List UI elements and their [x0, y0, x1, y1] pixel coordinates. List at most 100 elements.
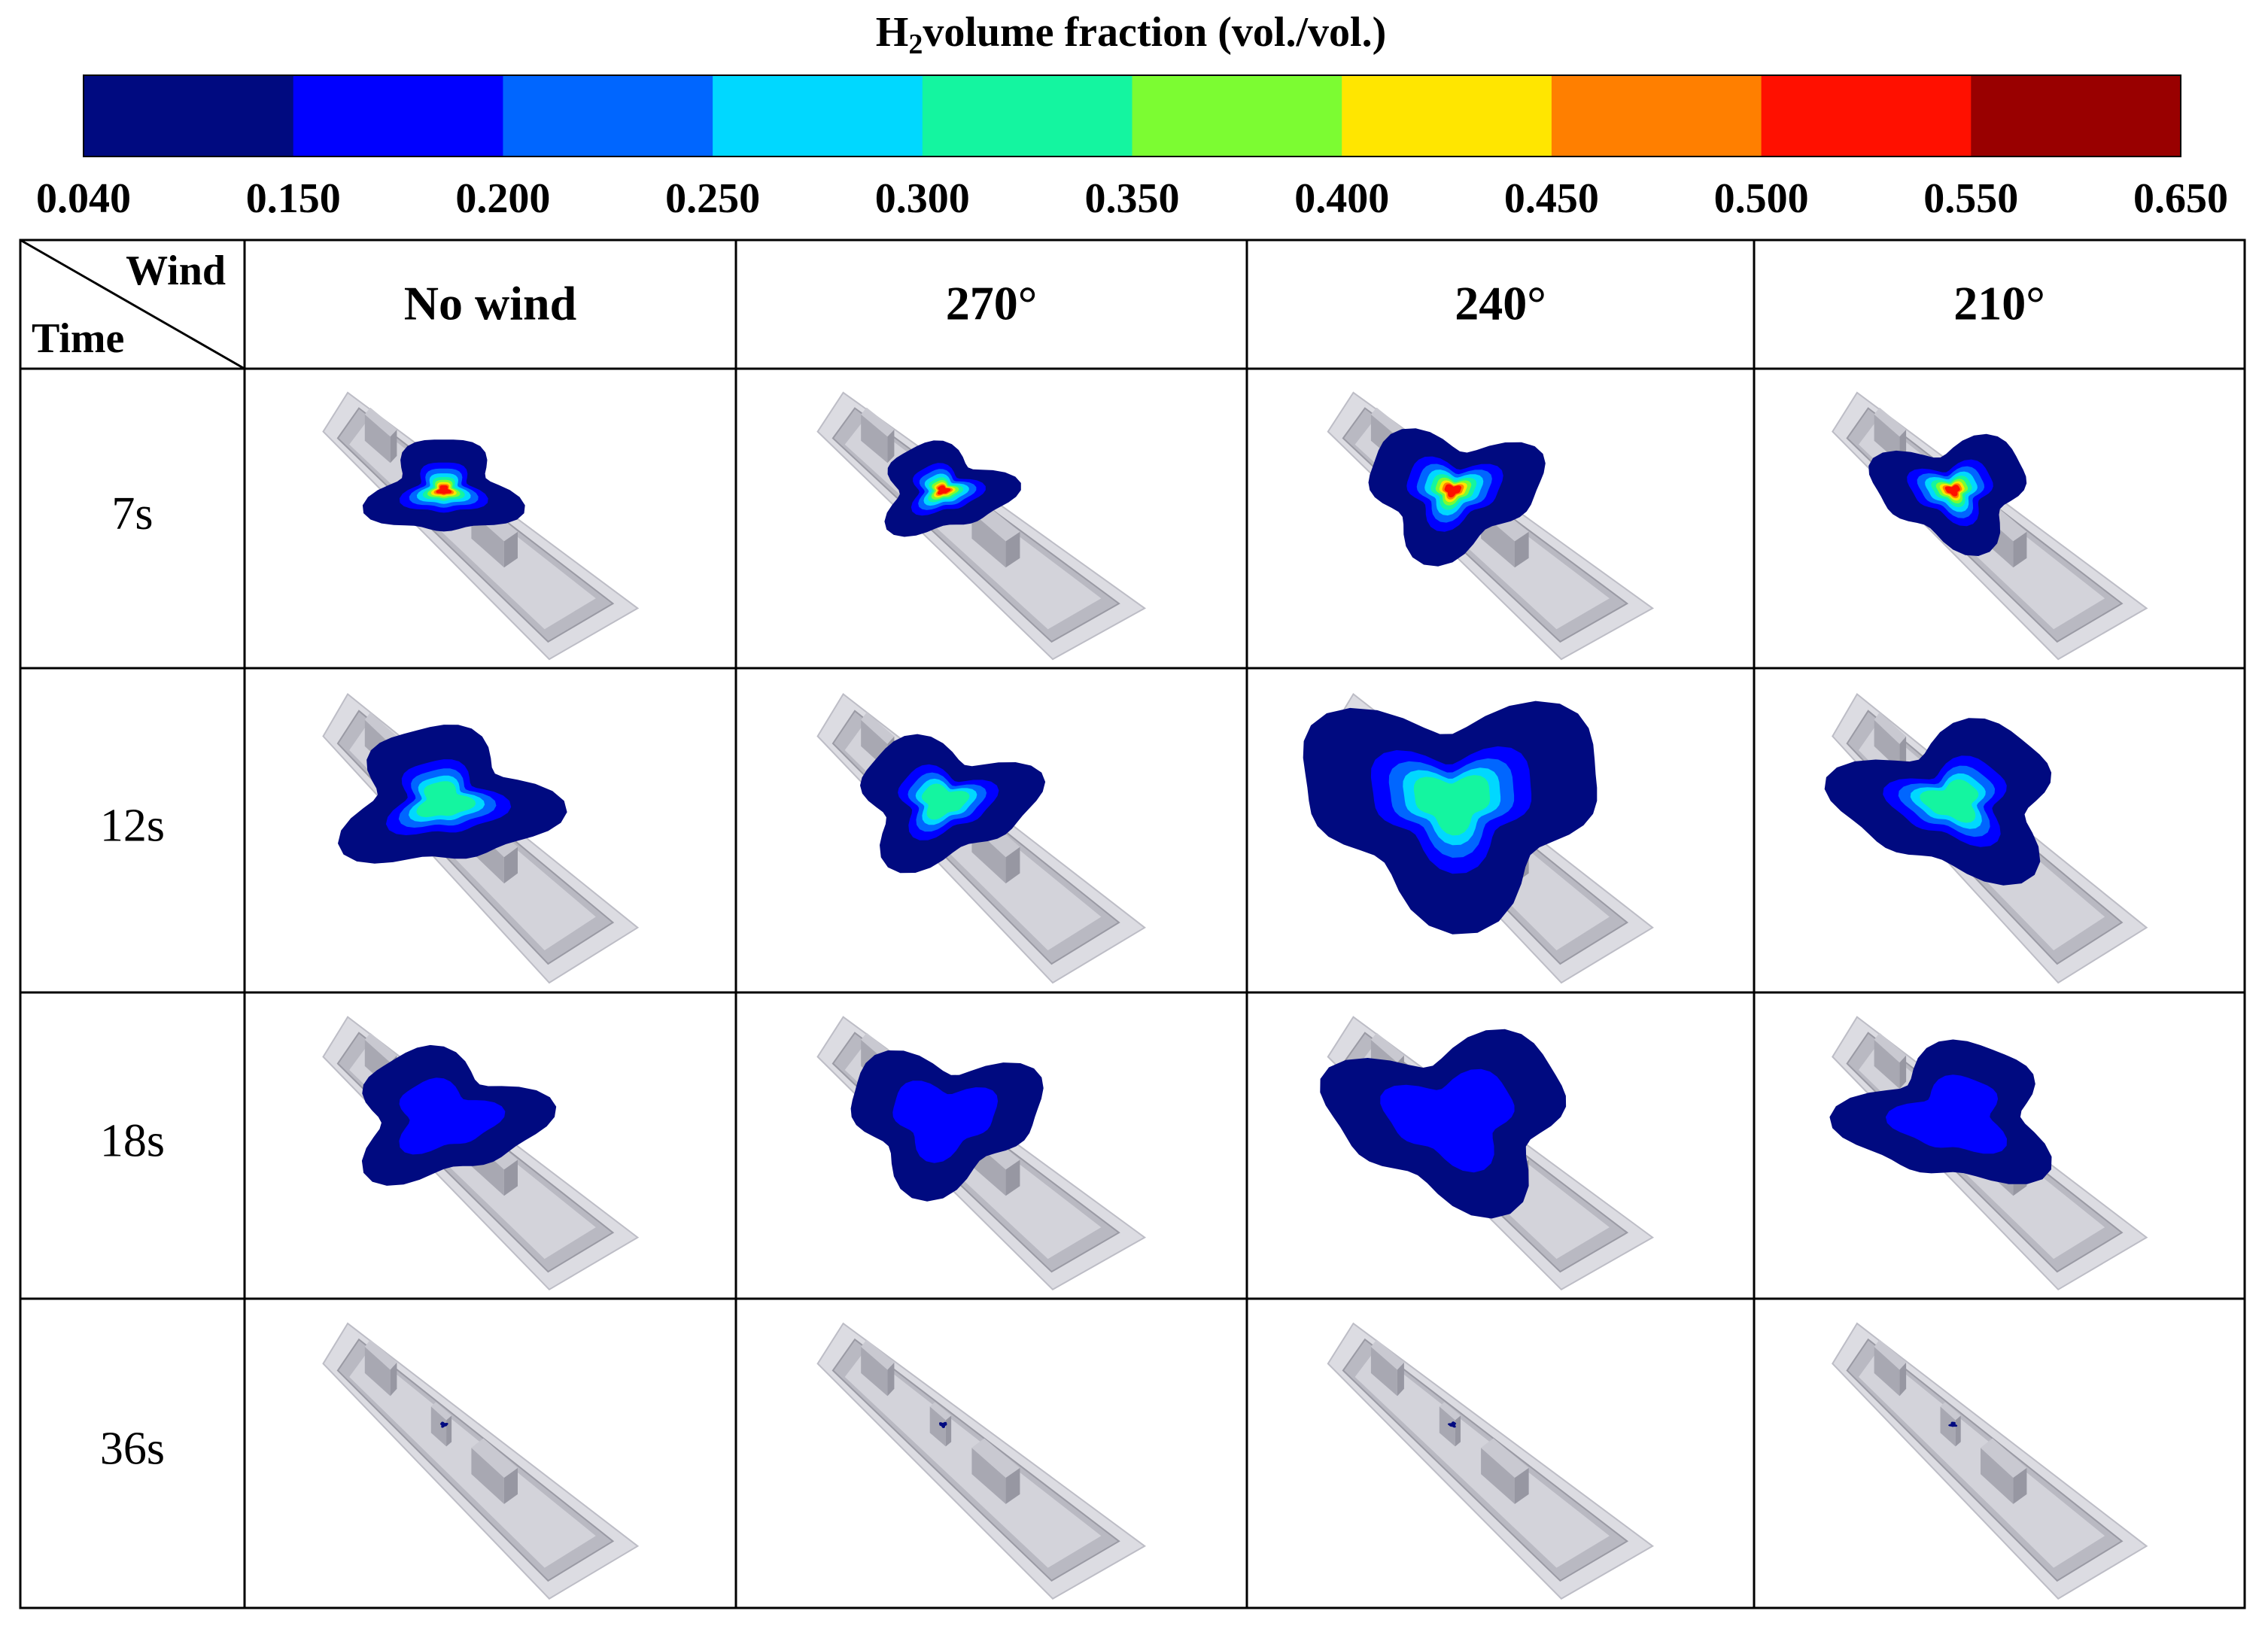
building-side — [503, 846, 518, 884]
building-side — [887, 1362, 895, 1397]
plume-contour — [399, 1077, 506, 1155]
building-top — [1874, 407, 1907, 437]
building-side — [1981, 1448, 2014, 1504]
building-top — [929, 1402, 952, 1421]
building-top — [364, 1032, 397, 1063]
row-header: 36s — [100, 1424, 165, 1475]
colorbar-bin — [1761, 75, 1972, 157]
cell-image — [1320, 1016, 1655, 1291]
colorbar-tick-label: 0.300 — [875, 175, 970, 222]
building-side — [1899, 1055, 1907, 1090]
building-side — [971, 512, 1006, 568]
building-side — [503, 1159, 518, 1196]
colorbar-bin — [1971, 75, 2181, 157]
column-header: 240° — [1455, 277, 1546, 330]
building-side — [364, 1346, 391, 1397]
cell-image — [1303, 693, 1654, 984]
cell-image — [1832, 391, 2148, 661]
building-side — [945, 1415, 952, 1447]
building-top — [364, 712, 397, 744]
plume-contour — [439, 1421, 448, 1428]
column-header: No wind — [404, 277, 576, 330]
building-top — [1370, 1339, 1404, 1370]
building-top — [364, 407, 397, 437]
building-side — [1899, 1362, 1907, 1397]
plume-contour — [436, 485, 452, 494]
cell-image — [816, 1016, 1147, 1291]
table-border — [19, 239, 2246, 1609]
title-rest: volume fraction (vol./vol.) — [923, 9, 1386, 56]
building-top — [1940, 1402, 1961, 1421]
colorbar: 0.040 0.150 0.200 0.250 0.300 0.350 0.400 0.450… — [36, 74, 2228, 222]
cell-image — [1327, 1322, 1655, 1600]
building-side — [1515, 1467, 1529, 1504]
plume-contour — [1920, 779, 1979, 823]
building-side — [1397, 1362, 1404, 1397]
building-top — [1981, 1438, 2027, 1478]
building-side — [1515, 531, 1529, 568]
cell-image — [322, 1322, 640, 1600]
building-side — [503, 531, 518, 568]
plume-contour — [921, 783, 970, 820]
building-side — [1005, 531, 1020, 568]
colorbar-bin — [293, 75, 503, 157]
cell-image — [322, 391, 640, 661]
building-side — [1874, 414, 1900, 463]
cell-image — [816, 693, 1146, 984]
corner-wind: Wind — [126, 248, 226, 294]
colorbar-bin — [84, 75, 294, 157]
colorbar-tick-label: 0.200 — [455, 175, 550, 222]
building-side — [1005, 846, 1020, 884]
building-top — [471, 1438, 518, 1478]
building-side — [1955, 1415, 1961, 1447]
building-top — [861, 712, 895, 744]
plume-contour — [892, 1080, 999, 1163]
building-side — [1481, 1448, 1515, 1504]
building-top — [861, 1339, 895, 1370]
building-side — [471, 1448, 504, 1504]
building-side — [1455, 1415, 1461, 1447]
colorbar-bin — [1342, 75, 1552, 157]
row-header: 7s — [111, 488, 153, 539]
building-side — [471, 512, 504, 568]
colorbar-bin — [713, 75, 923, 157]
colorbar-tick-label: 0.500 — [1714, 175, 1809, 222]
plume-contour — [1380, 1068, 1515, 1173]
plume-contour — [939, 1421, 947, 1428]
colorbar-tick-label: 0.150 — [246, 175, 341, 222]
building-side — [971, 1448, 1006, 1504]
building-top — [1481, 1438, 1529, 1478]
colorbar-tick-label: 0.650 — [2133, 175, 2228, 222]
building-side — [364, 414, 391, 463]
colorbar-tick-label: 0.450 — [1504, 175, 1599, 222]
row-header: 12s — [100, 801, 165, 852]
building-side — [861, 414, 888, 463]
cell-image — [1327, 391, 1655, 661]
plume-contour — [416, 781, 476, 818]
building-side — [503, 1467, 518, 1504]
building-top — [861, 407, 895, 437]
building-side — [1874, 719, 1900, 770]
colorbar-tick-label: 0.250 — [665, 175, 760, 222]
cell-image — [1824, 692, 2148, 984]
colorbar-tick-label: 0.550 — [1923, 175, 2018, 222]
building-top — [1370, 1032, 1404, 1063]
building-side — [1005, 1467, 1020, 1504]
colorbar-bin — [1551, 75, 1762, 157]
building-side — [2013, 531, 2027, 568]
plume-contour — [1944, 485, 1960, 497]
building-top — [1874, 712, 1907, 744]
row-header: 18s — [100, 1116, 165, 1167]
table-grid — [19, 239, 2246, 1609]
corner-diagonal — [20, 239, 245, 370]
plume-contour — [1885, 1074, 2007, 1154]
building-side — [446, 1415, 452, 1447]
building-side — [861, 1346, 888, 1397]
building-side — [1005, 1159, 1020, 1196]
building-side — [2013, 1467, 2027, 1504]
building-side — [1370, 1346, 1397, 1397]
building-top — [430, 1402, 452, 1421]
building-side — [887, 429, 895, 463]
plume-contour — [1447, 1421, 1457, 1428]
colorbar-tick-label: 0.040 — [36, 175, 131, 222]
